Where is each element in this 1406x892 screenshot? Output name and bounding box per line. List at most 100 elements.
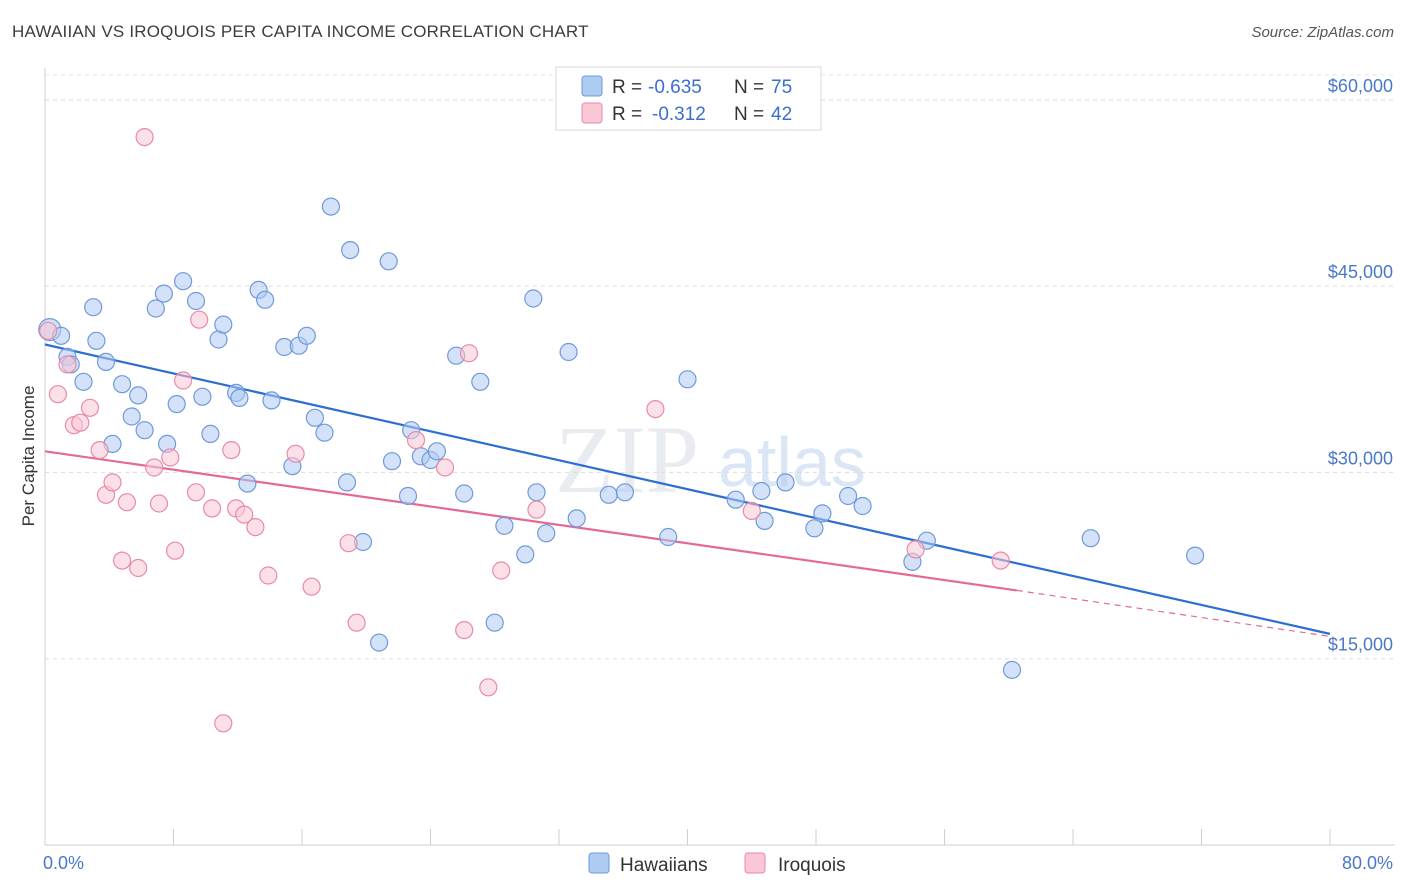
data-point-hawaiians <box>559 342 578 362</box>
legend-r-label-1: R = <box>612 77 642 98</box>
data-point-hawaiians <box>146 299 165 318</box>
data-point-iroquois <box>80 398 100 417</box>
data-point-hawaiians <box>427 442 446 461</box>
data-point-hawaiians <box>527 483 546 502</box>
data-point-iroquois <box>39 321 58 340</box>
data-point-hawaiians <box>87 331 106 350</box>
data-point-hawaiians <box>805 519 824 538</box>
data-point-iroquois <box>527 500 546 519</box>
data-point-hawaiians <box>256 290 275 309</box>
y-tick-label: $30,000 <box>1328 448 1393 468</box>
data-point-iroquois <box>435 458 455 477</box>
chart-title: HAWAIIAN VS IROQUOIS PER CAPITA INCOME C… <box>12 22 589 41</box>
bottom-legend-hawaiians: Hawaiians <box>620 855 708 876</box>
data-point-hawaiians <box>174 272 193 291</box>
data-point-hawaiians <box>201 424 220 443</box>
data-point-iroquois <box>117 493 137 512</box>
data-point-iroquois <box>145 458 164 477</box>
data-point-iroquois <box>161 448 180 467</box>
y-tick-label: $60,000 <box>1328 76 1393 96</box>
data-point-hawaiians <box>122 407 141 426</box>
data-point-hawaiians <box>315 423 334 442</box>
data-point-hawaiians <box>471 372 490 391</box>
data-point-hawaiians <box>1081 529 1100 548</box>
y-axis-title: Per Capita Income <box>19 386 38 527</box>
data-point-iroquois <box>259 566 278 585</box>
data-point-iroquois <box>742 501 761 520</box>
data-points <box>38 128 1205 733</box>
grid-lines <box>45 74 1395 660</box>
trend-line-iroquois <box>44 450 1017 592</box>
data-point-hawaiians <box>726 490 745 509</box>
trend-lines <box>44 343 1331 637</box>
data-point-hawaiians <box>74 372 93 391</box>
data-point-iroquois <box>214 714 233 733</box>
data-point-iroquois <box>186 483 206 502</box>
data-point-hawaiians <box>341 241 360 260</box>
data-point-iroquois <box>302 577 321 596</box>
data-point-iroquois <box>58 355 77 374</box>
data-point-hawaiians <box>129 386 148 405</box>
legend-r-value-2: -0.312 <box>652 104 706 125</box>
data-point-iroquois <box>135 128 154 147</box>
data-point-hawaiians <box>398 486 418 506</box>
bottom-legend-iroquois: Iroquois <box>778 855 846 876</box>
data-point-iroquois <box>246 517 265 537</box>
data-point-hawaiians <box>678 370 697 389</box>
data-point-hawaiians <box>537 524 556 543</box>
data-point-iroquois <box>90 441 109 460</box>
legend-n-value-1: 75 <box>771 77 792 98</box>
data-point-hawaiians <box>193 387 212 406</box>
series-hawaiians <box>38 197 1205 680</box>
data-point-hawaiians <box>485 613 504 632</box>
data-point-hawaiians <box>337 473 357 492</box>
x-tick-label-max: 80.0% <box>1342 853 1393 873</box>
series-legend: Hawaiians Iroquois <box>588 852 846 876</box>
data-point-hawaiians <box>776 473 795 492</box>
y-tick-label: $45,000 <box>1328 262 1393 282</box>
data-point-iroquois <box>991 551 1010 570</box>
data-point-iroquois <box>190 310 209 329</box>
data-point-iroquois <box>112 551 132 570</box>
data-point-hawaiians <box>853 496 872 516</box>
data-point-hawaiians <box>238 474 257 493</box>
bottom-legend-swatch-iroquois <box>744 852 766 874</box>
data-point-hawaiians <box>752 481 771 501</box>
y-tick-label: $15,000 <box>1328 635 1393 655</box>
data-point-hawaiians <box>230 388 249 407</box>
data-point-iroquois <box>166 541 185 560</box>
data-point-iroquois <box>339 534 358 553</box>
legend-n-label-2: N = <box>734 104 764 125</box>
data-point-hawaiians <box>379 252 398 271</box>
data-point-iroquois <box>129 558 148 578</box>
data-point-hawaiians <box>96 352 116 371</box>
data-point-hawaiians <box>186 291 206 311</box>
data-point-hawaiians <box>262 391 281 410</box>
data-point-hawaiians <box>659 527 678 547</box>
data-point-iroquois <box>406 431 426 450</box>
legend-r-value-1: -0.635 <box>648 77 702 98</box>
legend-r-label-2: R = <box>612 104 642 125</box>
data-point-hawaiians <box>214 315 233 334</box>
x-tick-label-min: 0.0% <box>43 853 84 873</box>
data-point-iroquois <box>103 473 122 492</box>
data-point-hawaiians <box>1002 660 1022 680</box>
data-point-iroquois <box>235 505 254 524</box>
data-point-hawaiians <box>84 298 103 317</box>
data-point-iroquois <box>479 678 498 697</box>
data-point-hawaiians <box>755 511 774 531</box>
data-point-iroquois <box>71 413 90 432</box>
data-point-hawaiians <box>567 509 586 528</box>
data-point-hawaiians <box>321 197 340 216</box>
data-point-iroquois <box>347 613 366 632</box>
data-point-iroquois <box>646 400 665 419</box>
data-point-hawaiians <box>615 483 635 502</box>
data-point-hawaiians <box>599 485 618 504</box>
data-point-iroquois <box>492 561 511 580</box>
legend-swatch-hawaiians <box>581 75 603 97</box>
data-point-hawaiians <box>112 375 132 394</box>
data-point-iroquois <box>286 444 305 463</box>
data-point-hawaiians <box>370 633 389 652</box>
data-point-hawaiians <box>516 545 535 564</box>
